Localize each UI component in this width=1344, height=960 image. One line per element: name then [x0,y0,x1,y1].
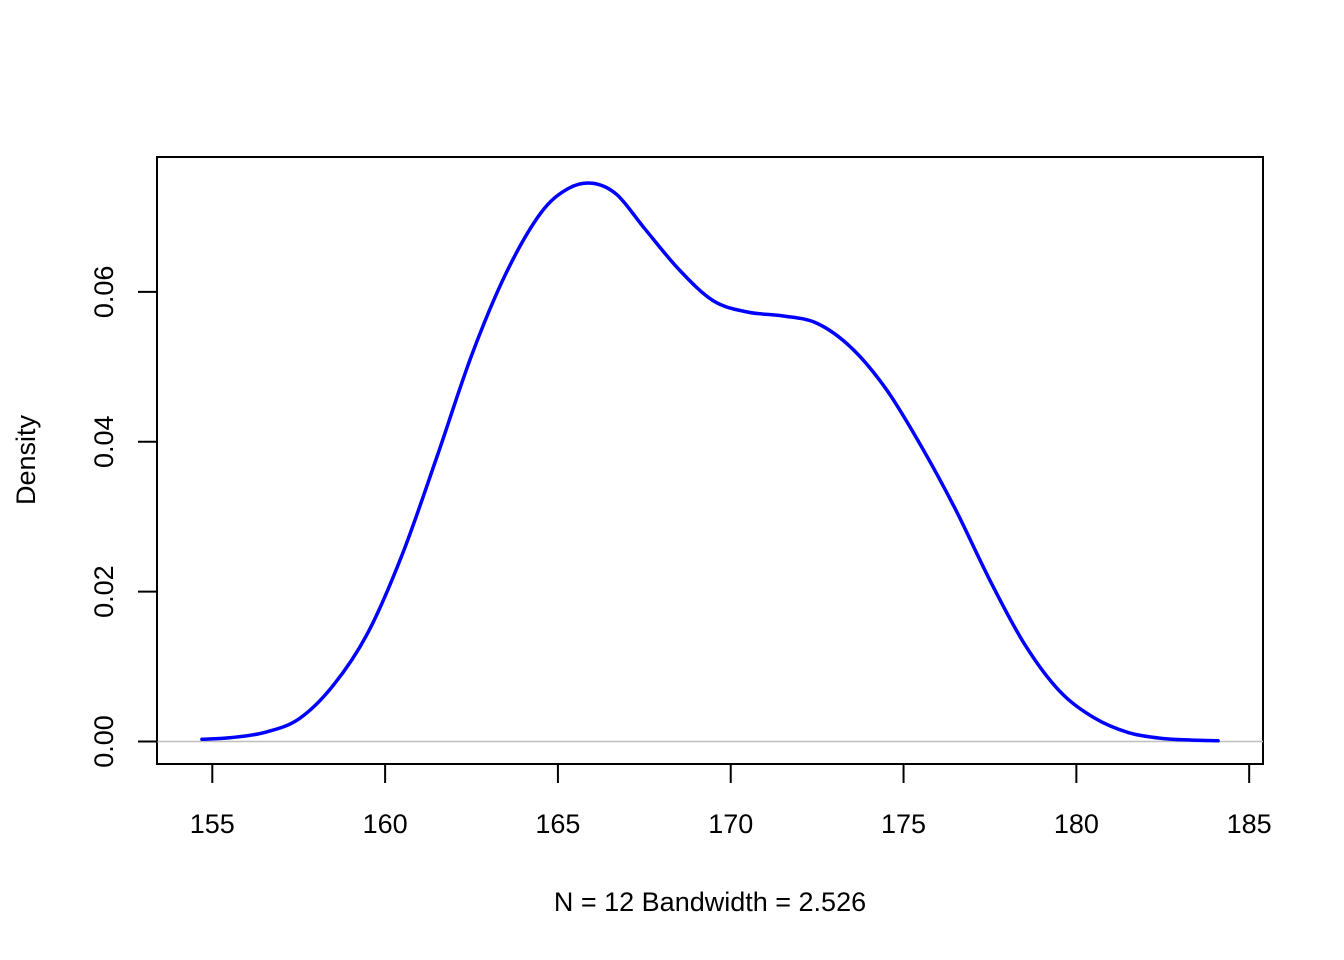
x-tick-label: 165 [535,809,580,839]
y-tick-label: 0.06 [89,266,119,319]
density-curve [200,181,1220,743]
plot-frame [156,156,1264,765]
y-tick-label: 0.02 [89,565,119,618]
x-tick-label: 160 [363,809,408,839]
x-tick-label: 155 [190,809,235,839]
y-axis: 0.00 0.02 0.04 0.06 [89,266,158,768]
x-axis: 155 160 165 170 175 180 185 [190,763,1272,839]
x-tick-label: 175 [881,809,926,839]
x-tick-label: 170 [708,809,753,839]
y-axis-title: Density [11,414,41,505]
y-tick-label: 0.00 [89,715,119,768]
y-tick-label: 0.04 [89,415,119,468]
x-tick-label: 180 [1054,809,1099,839]
x-tick-label: 185 [1227,809,1272,839]
x-axis-title: N = 12 Bandwidth = 2.526 [554,887,866,917]
